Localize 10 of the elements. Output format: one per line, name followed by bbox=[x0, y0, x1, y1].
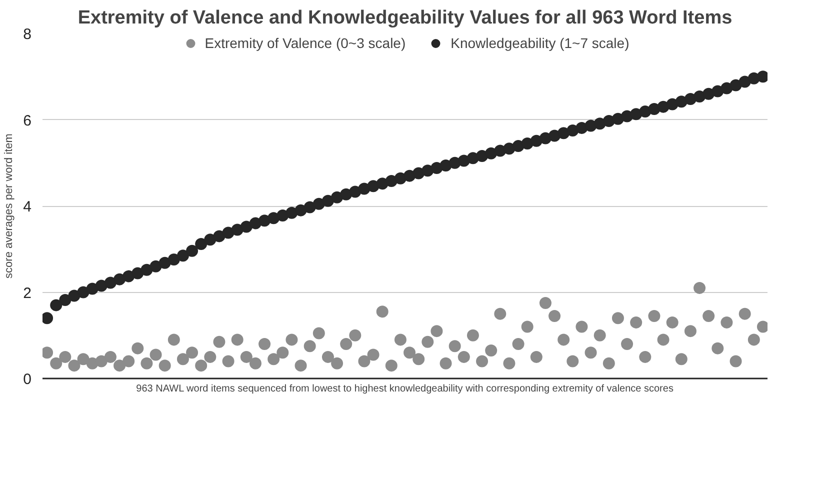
legend-label: Knowledgeability (1~7 scale) bbox=[450, 35, 630, 51]
y-tick-label: 2 bbox=[23, 284, 32, 302]
chart-title: Extremity of Valence and Knowledgeability Values for all 963 Word Items bbox=[78, 8, 732, 28]
y-tick-label: 0 bbox=[23, 371, 32, 388]
y-axis-title: score averages per word item bbox=[3, 134, 16, 278]
y-tick-label: 4 bbox=[23, 198, 32, 216]
x-axis-title: 963 NAWL word items sequenced from lowest to highest knowledgeability with corresponding extremity of valence scores bbox=[136, 384, 674, 394]
y-tick-label: 8 bbox=[23, 26, 32, 43]
legend-label: Extremity of Valence (0~3 scale) bbox=[204, 35, 406, 51]
y-tick-label: 6 bbox=[23, 112, 32, 130]
